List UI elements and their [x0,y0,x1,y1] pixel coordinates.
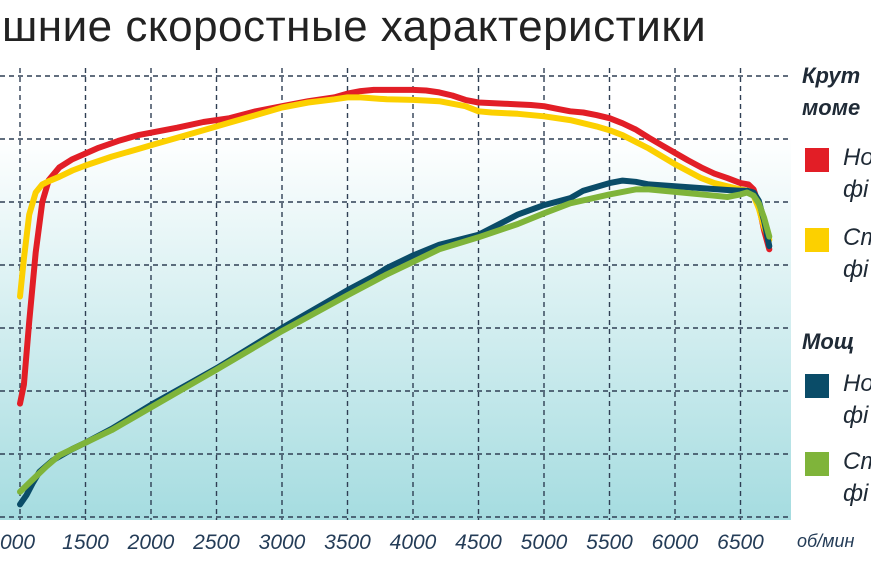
chart-title: шние скоростные характеристики [2,2,707,51]
legend-power-group: Мощ [797,326,854,358]
x-tick-labels: 000 1500 2000 2500 3000 3500 4000 4500 5000 5500 6… [0,531,764,554]
series-line-0 [17,86,773,407]
legend-label-power-new-1: Но [843,370,871,397]
legend-swatch-torque-new [805,148,829,172]
legend: Крут моме Но фі Ст фі Мощ Но фі Ст фі [797,60,871,572]
x-tick-label: 2000 [127,531,175,554]
legend-swatch-power-new [805,374,829,398]
x-axis-unit: об/мин [797,531,854,551]
x-tick-label: 3500 [324,531,371,554]
x-tick-label: 5500 [586,531,633,554]
legend-label-torque-std-1: Ст [843,224,871,251]
legend-label-power-std-2: фі [843,480,869,507]
legend-label-torque-new-1: Но [843,144,871,171]
legend-label-torque-std-2: фі [843,256,869,283]
x-tick-label: 2500 [192,531,240,554]
x-tick-label: 5000 [521,531,568,554]
x-tick-label: 3000 [259,531,306,554]
plot-area [0,68,791,520]
x-tick-label: 6500 [717,531,764,554]
legend-label-torque-new-2: фі [843,176,869,203]
x-tick-label: 1500 [62,531,109,554]
x-tick-label: 4500 [455,531,502,554]
legend-torque-heading-1: Крут [802,63,861,88]
legend-torque-group: Крут моме [797,60,860,124]
legend-power-heading: Мощ [802,329,855,354]
legend-swatch-torque-std [805,228,829,252]
legend-label-power-std-1: Ст [843,448,871,475]
series-line-3 [17,186,773,495]
legend-torque-heading-2: моме [802,95,861,120]
legend-swatch-power-std [805,452,829,476]
x-tick-label: 4000 [390,531,437,554]
x-tick-label: 000 [0,531,35,554]
legend-label-power-new-2: фі [843,402,869,429]
series-group [17,86,773,508]
grid [0,68,791,520]
x-tick-label: 6000 [652,531,699,554]
series-line-1 [17,94,773,300]
